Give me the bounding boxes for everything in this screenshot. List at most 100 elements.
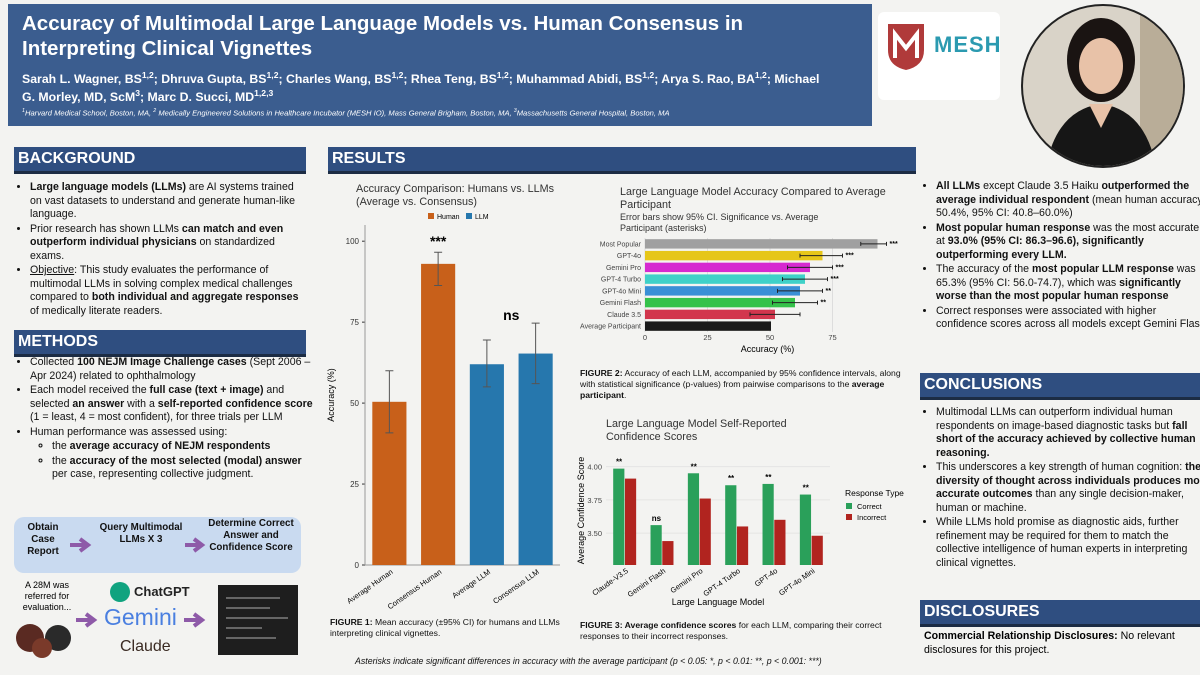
- text-run: per case, representing collective judgme…: [52, 468, 254, 481]
- text-run: Multimodal LLMs can outperform individua…: [936, 406, 1173, 432]
- legend-swatch: [428, 213, 434, 219]
- y-axis-label: Accuracy (%): [326, 368, 336, 422]
- bar: [645, 239, 878, 249]
- text-run: The accuracy of the: [936, 263, 1032, 276]
- section-heading: CONCLUSIONS: [920, 373, 1200, 397]
- x-tick-label: 50: [766, 333, 774, 342]
- significance: ***: [846, 253, 854, 260]
- text-run: (1 = least, 4 = most confident), for thr…: [30, 411, 283, 424]
- arrow: [76, 612, 98, 628]
- text-run: Correct responses were associated with h…: [936, 304, 1200, 331]
- logo-claude: Claude: [120, 638, 171, 655]
- neck: [1089, 104, 1113, 128]
- text-run: : This study evaluates the performance o…: [30, 264, 293, 304]
- text-run: accuracy of the most selected (modal) an…: [69, 454, 302, 467]
- text-run: Accuracy of each LLM, accompanied by 95%…: [580, 368, 901, 390]
- text-run: ; Muhammad Abidi, BS: [508, 72, 643, 87]
- flow-arrows: [16, 537, 298, 658]
- sub-bullet: the average accuracy of NEJM respondents: [52, 440, 314, 454]
- legend-swatch: [846, 514, 852, 520]
- legend-label: Correct: [857, 502, 883, 511]
- error-bar: [531, 322, 540, 385]
- text-run: can match and even outperform individual…: [30, 222, 284, 249]
- text-run: the: [52, 454, 70, 467]
- y-axis-label: Average Confidence Score: [576, 457, 586, 564]
- text-run: FIGURE 2:: [580, 368, 623, 378]
- x-tick-label: Consensus LLM: [491, 567, 541, 605]
- text-run: Massachusetts General Hospital, Boston, …: [516, 108, 670, 118]
- bullet: The accuracy of the most popular LLM res…: [936, 263, 1200, 304]
- y-tick-label: Most Popular: [600, 241, 642, 248]
- arrow: [185, 537, 206, 553]
- disclosures-text: Commercial Relationship Disclosures: No …: [924, 630, 1192, 657]
- text-run: Human performance was assessed using:: [30, 425, 228, 438]
- text-run: Each model received the: [30, 384, 150, 397]
- error-bar: [799, 253, 843, 258]
- section-heading: METHODS: [14, 330, 306, 354]
- results-list: All LLMs except Claude 3.5 Haiku outperf…: [920, 180, 1200, 333]
- error-bar: [860, 241, 887, 246]
- text-run: an answer: [72, 397, 125, 410]
- y-tick-label: 25: [350, 480, 359, 489]
- bullet: Collected 100 NEJM Image Challenge cases…: [30, 356, 314, 383]
- error-bar: [482, 339, 491, 388]
- header-band: [8, 4, 872, 126]
- text-run: Medically Engineered Solutions in Health…: [156, 108, 514, 118]
- significance: **: [826, 288, 832, 295]
- bar: [799, 494, 812, 565]
- background-list: Large language models (LLMs) are AI syst…: [14, 181, 308, 319]
- methods-list: Collected 100 NEJM Image Challenge cases…: [14, 356, 314, 483]
- text-run: 1,2: [391, 70, 404, 80]
- text-run: While LLMs hold promise as diagnostic ai…: [936, 516, 1188, 570]
- text-run: Objective: [30, 264, 75, 277]
- legend-label: LLM: [475, 214, 489, 221]
- annotation: **: [616, 458, 623, 467]
- bullet: All LLMs except Claude 3.5 Haiku outperf…: [936, 180, 1200, 221]
- annotation: **: [728, 474, 735, 483]
- x-axis-label: Accuracy (%): [741, 344, 795, 354]
- y-tick-label: 3.75: [587, 496, 602, 505]
- flow-step: Obtain Case Report: [27, 522, 59, 557]
- x-tick-label: Average Human: [345, 567, 394, 605]
- bar: [762, 483, 774, 565]
- text-run: on standardized exams.: [30, 236, 275, 262]
- bar: [774, 519, 786, 565]
- bar: [613, 468, 625, 565]
- text-run: ; Michael G. Morley, MD, ScM: [22, 72, 820, 104]
- text-run: FIGURE 3: Average confidence scores: [580, 620, 737, 630]
- text-run: both individual and aggregate responses: [91, 291, 299, 304]
- y-tick-label: 4.00: [587, 463, 602, 472]
- bar: [624, 478, 637, 565]
- bar: [421, 263, 456, 565]
- text-run: Harvard Medical School, Boston, MA,: [24, 108, 154, 118]
- figure-caption: FIGURE 1: Mean accuracy (±95% CI) for hu…: [330, 617, 570, 639]
- text-run: and selected: [30, 384, 285, 410]
- flow-step: Determine Correct Answer and Confidence …: [208, 518, 294, 553]
- text-run: full case (text + image): [149, 384, 264, 397]
- bar: [645, 309, 775, 320]
- bar: [687, 473, 700, 565]
- legend-swatch: [466, 213, 472, 219]
- legend-label: Incorrect: [857, 513, 887, 522]
- bullet: Correct responses were associated with h…: [936, 305, 1200, 332]
- text-run: All LLMs: [936, 180, 981, 192]
- text-run: most popular LLM response: [1031, 263, 1174, 276]
- text-run: was 65.3% (95% CI: 56.0-74.7), which was: [936, 263, 1196, 289]
- text-run: 1,2: [266, 70, 279, 80]
- bar: [725, 485, 737, 565]
- annotation: ns: [503, 307, 520, 323]
- text-run: 100 NEJM Image Challenge cases: [77, 356, 247, 368]
- bullet: Human performance was assessed using: the…: [30, 426, 314, 482]
- case-image: [32, 638, 52, 658]
- y-tick-label: 3.50: [587, 529, 602, 538]
- text-run: ; Marc D. Succi, MD: [140, 89, 255, 104]
- text-run: of medically literate readers.: [30, 304, 163, 317]
- text-run: than any single decision-maker, human or…: [936, 488, 1184, 514]
- webcam: [1021, 4, 1185, 168]
- logo-shield: [888, 24, 924, 70]
- bullet: Most popular human response was the most…: [936, 222, 1200, 263]
- shield-m: [893, 28, 919, 58]
- text-run: Large language models (LLMs): [30, 181, 186, 193]
- text-run: ; Arya S. Rao, BA: [654, 72, 755, 87]
- y-tick-label: Gemini Pro: [606, 265, 641, 272]
